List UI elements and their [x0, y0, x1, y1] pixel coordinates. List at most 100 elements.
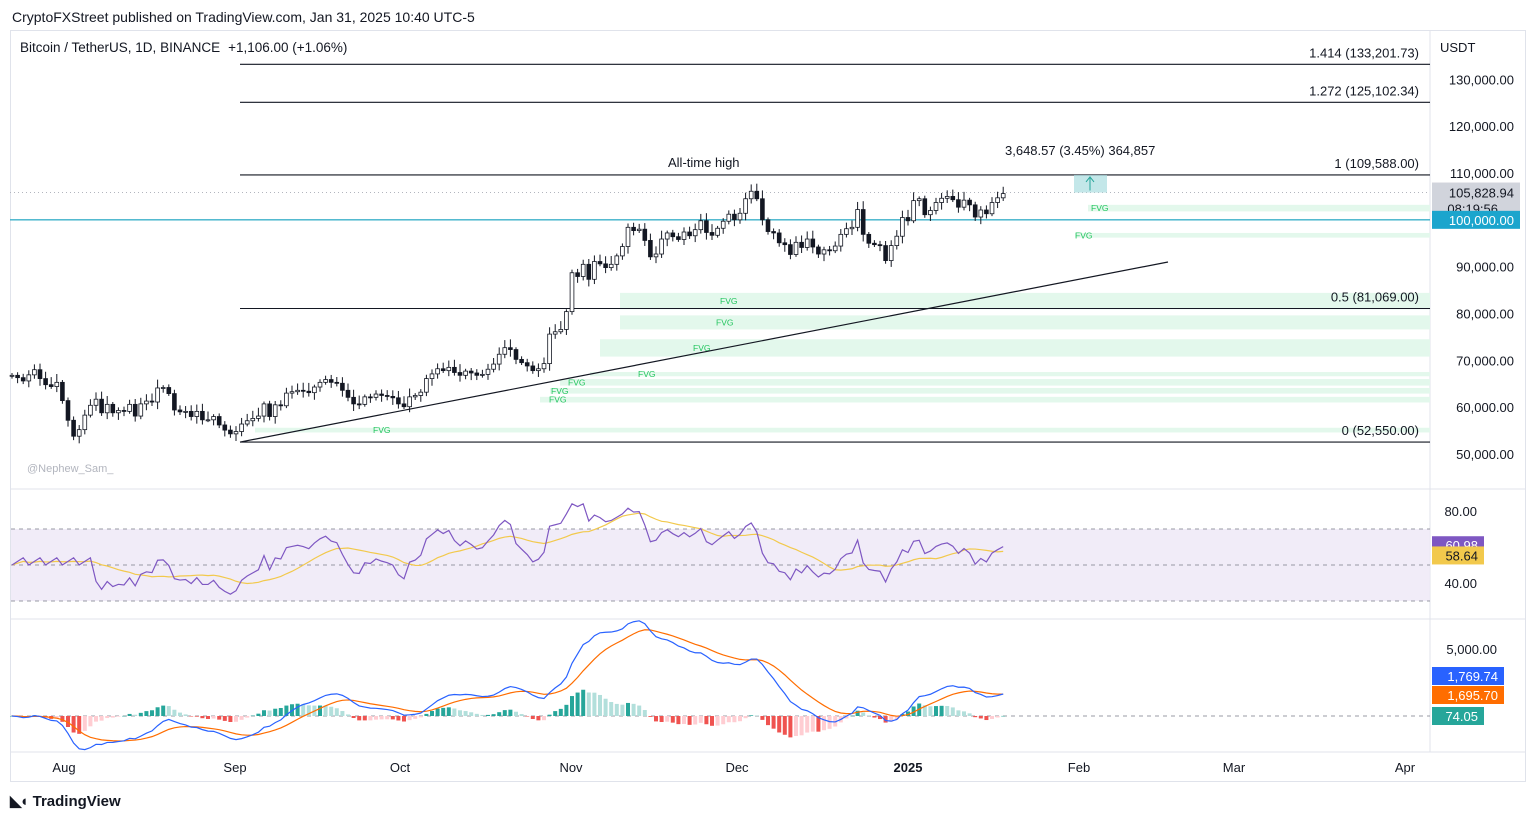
candle-body [956, 199, 961, 208]
candle-body [972, 204, 978, 218]
time-axis-tick: Nov [559, 760, 583, 775]
candle-body [765, 219, 771, 232]
candle-body [491, 363, 496, 370]
symbol-title: Bitcoin / TetherUS, 1D, BINANCE [20, 40, 220, 55]
candle-body [681, 231, 687, 240]
candle-body [457, 372, 463, 376]
candle-body [944, 196, 950, 199]
macd-histogram-bar [267, 710, 272, 716]
candle-body [88, 404, 93, 416]
candle-body [138, 403, 144, 417]
fvg-zone [540, 396, 1430, 403]
macd-histogram-bar [592, 692, 597, 716]
candle-body [485, 368, 491, 375]
macd-histogram-bar [441, 707, 446, 716]
publisher-header: CryptoFXStreet published on TradingView.… [12, 9, 475, 25]
candle-body [984, 209, 989, 215]
macd-histogram-bar [710, 716, 714, 726]
candle-body [390, 395, 396, 399]
candle-body [726, 213, 732, 222]
macd-histogram-bar [637, 705, 642, 716]
macd-histogram-bar [340, 711, 345, 716]
candle-body [844, 228, 849, 235]
candle-body [715, 227, 720, 236]
candle-body [580, 263, 586, 277]
candle-body [26, 374, 32, 382]
fib-level-label: 0.5 (81,069.00) [1331, 289, 1419, 304]
candle-body [110, 403, 116, 414]
fvg-label: FVG [693, 343, 710, 353]
macd-histogram-bar [928, 706, 933, 716]
macd-histogram-bar [189, 716, 194, 717]
candle-body [32, 369, 37, 376]
macd-histogram-bar [760, 716, 765, 720]
macd-histogram-bar [480, 714, 485, 716]
trendline [239, 261, 1169, 443]
macd-histogram-bar [906, 711, 910, 716]
candle-body [698, 220, 704, 231]
candle-body [435, 368, 440, 375]
macd-line [11, 620, 1004, 751]
quote-currency[interactable]: USDT [1440, 40, 1475, 55]
macd-histogram-bar [659, 716, 664, 723]
candle-body [855, 209, 860, 228]
macd-histogram-bar [833, 716, 838, 727]
macd-histogram-bar [738, 716, 742, 722]
tradingview-logo-icon: ◣◖ [10, 793, 29, 810]
macd-histogram-bar [799, 716, 804, 736]
fvg-zone [560, 379, 1430, 386]
candle-body [312, 386, 317, 394]
fvg-label: FVG [716, 317, 733, 327]
candle-body [362, 396, 368, 405]
rsi-ma-line [11, 512, 1004, 585]
macd-histogram-bar [536, 716, 541, 721]
candle-body [872, 242, 877, 246]
macd-histogram-bar [609, 702, 614, 716]
fvg-zone [1088, 204, 1430, 212]
macd-histogram-bar [239, 716, 244, 720]
fvg-label: FVG [373, 425, 390, 435]
macd-histogram-bar [379, 716, 384, 720]
candle-body [15, 374, 20, 379]
macd-histogram-bar [150, 710, 154, 716]
candle-body [463, 370, 468, 376]
macd-histogram-bar [995, 716, 1000, 718]
tradingview-logo[interactable]: ◣◖ TradingView [10, 792, 121, 811]
macd-histogram-bar [861, 712, 866, 716]
candle-body [552, 331, 558, 335]
macd-histogram-bar [878, 716, 882, 720]
candle-body [474, 372, 480, 376]
time-axis-tick: Oct [390, 760, 411, 775]
macd-histogram-bar [194, 716, 199, 717]
candle-body [317, 381, 323, 388]
candle-body [323, 379, 328, 383]
candle-body [149, 400, 155, 403]
macd-histogram-bar [732, 716, 737, 723]
macd-histogram-bar [665, 716, 670, 722]
candle-body [608, 263, 614, 269]
candle-body [250, 418, 256, 422]
macd-histogram-bar [122, 715, 126, 717]
candle-body [687, 231, 692, 237]
candle-body [211, 416, 216, 421]
macd-histogram-bar [945, 706, 950, 716]
fvg-zone [620, 292, 1430, 310]
macd-histogram-bar [486, 714, 490, 716]
macd-histogram-bar [351, 716, 356, 719]
macd-histogram-bar [105, 716, 110, 719]
candle-body [513, 349, 519, 360]
macd-histogram-bar [329, 706, 334, 716]
candle-body [267, 403, 272, 417]
macd-histogram-bar [452, 708, 457, 716]
candle-body [995, 197, 1000, 203]
price-axis-tick: 60,000.00 [1456, 400, 1514, 415]
candle-body [155, 387, 160, 403]
candle-body [424, 378, 429, 393]
hist-value-box [1432, 707, 1484, 725]
macd-histogram-bar [794, 716, 798, 737]
candle-body [860, 209, 866, 235]
macd-histogram-bar [704, 716, 709, 725]
macd-histogram-bar [469, 712, 474, 716]
macd-histogram-bar [698, 716, 703, 723]
